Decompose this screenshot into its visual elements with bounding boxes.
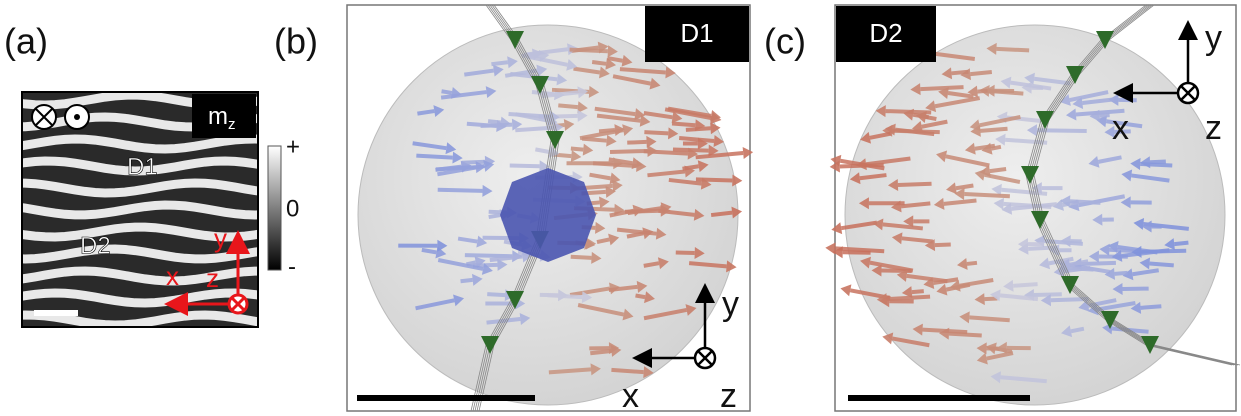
spin-arrow (597, 239, 609, 242)
axis-label: y (722, 285, 739, 323)
spin-arrow (1071, 329, 1084, 332)
axis-label: x (1112, 109, 1129, 147)
mz-sub: z (228, 116, 236, 133)
spin-arrow (887, 297, 930, 300)
spin-arrow (481, 125, 513, 126)
domain-label: D2 (80, 232, 111, 259)
spin-arrow (682, 166, 698, 169)
spin-arrow (1070, 201, 1100, 203)
spin-arrow (1174, 243, 1188, 244)
colorbar-label: 0 (286, 195, 299, 222)
spin-arrow (422, 250, 437, 253)
spin-arrow (625, 211, 661, 212)
axis-label: z (206, 263, 219, 293)
axis-label: x (622, 377, 639, 415)
spin-arrow (964, 194, 1010, 196)
spin-arrow (1141, 306, 1162, 308)
spin-arrow (956, 185, 974, 188)
spin-arrow (438, 190, 483, 191)
spin-arrow (990, 169, 1006, 171)
spin-arrow (461, 280, 473, 281)
colorbar-label: + (286, 133, 300, 160)
spin-arrow (676, 252, 695, 253)
spin-arrow (935, 244, 951, 245)
panel-label: (c) (764, 21, 806, 62)
spin-arrow (417, 111, 434, 114)
spin-arrow (980, 129, 1007, 131)
colorbar-label: - (288, 253, 296, 280)
spin-arrow (442, 91, 452, 93)
figure: (a) mz D1 D2 x y z + 0 - (b) D1 x y z (c… (0, 0, 1241, 416)
panel-label: (b) (274, 21, 318, 62)
spin-arrow (610, 151, 647, 152)
spin-arrow (465, 255, 512, 256)
axis-label: z (720, 377, 737, 415)
spin-arrow (923, 330, 968, 333)
spin-arrow (570, 50, 608, 52)
spin-arrow (696, 179, 732, 180)
tag: D1 (680, 18, 713, 48)
spin-arrow (991, 147, 1001, 149)
spin-arrow (969, 317, 1009, 320)
spin-arrow (462, 162, 485, 163)
spin-arrow (510, 166, 540, 167)
spin-arrow (1150, 162, 1166, 163)
out-dot (74, 114, 80, 120)
mz-base: m (208, 103, 228, 130)
spin-arrow (491, 62, 507, 64)
spin-arrow (1115, 273, 1128, 274)
spin-arrow (548, 295, 583, 297)
tag: D2 (869, 18, 902, 48)
spin-arrow (989, 91, 1023, 94)
panel-label: (a) (4, 21, 48, 62)
spin-arrow (1141, 251, 1186, 252)
spin-arrow (672, 123, 695, 125)
axis-label: y (214, 223, 227, 253)
core (500, 168, 596, 262)
spin-arrow (1069, 268, 1093, 270)
spin-arrow (977, 91, 987, 92)
spin-arrow (912, 291, 924, 292)
spin-arrow (1150, 263, 1174, 265)
spin-arrow (1140, 164, 1172, 166)
spin-arrow (416, 156, 452, 158)
spin-arrow (487, 294, 505, 295)
spin-arrow (558, 105, 578, 107)
spin-arrow (644, 132, 668, 133)
spin-arrow (590, 351, 611, 353)
spin-arrow (711, 213, 732, 215)
spin-arrow (571, 148, 583, 149)
axis-label: y (1205, 19, 1222, 57)
spin-arrow (1034, 294, 1062, 295)
spin-arrow (967, 263, 977, 264)
spin-arrow (926, 117, 937, 119)
spin-arrow (636, 296, 646, 298)
spin-arrow (571, 257, 592, 258)
domain-label: D1 (127, 153, 158, 180)
axis-label: x (166, 261, 179, 291)
spin-arrow (535, 149, 549, 152)
spin-arrow (970, 72, 991, 74)
spin-arrow (488, 121, 501, 122)
spin-arrow (607, 58, 622, 61)
spin-arrow (627, 142, 646, 143)
spin-arrow (996, 49, 1029, 51)
colorbar (268, 146, 281, 270)
spin-arrow (952, 72, 969, 74)
axis-label: z (1205, 109, 1222, 147)
spin-arrow (489, 215, 501, 217)
spin-arrow (985, 298, 998, 299)
spin-arrow (593, 163, 636, 166)
spin-arrow (1100, 115, 1110, 116)
spin-arrow (644, 263, 659, 266)
spin-arrow (611, 370, 643, 372)
spin-arrow (898, 184, 932, 185)
spin-arrow (920, 87, 963, 89)
spin-arrow (592, 62, 606, 64)
spin-arrow (1013, 284, 1037, 286)
spin-arrow (843, 252, 871, 253)
